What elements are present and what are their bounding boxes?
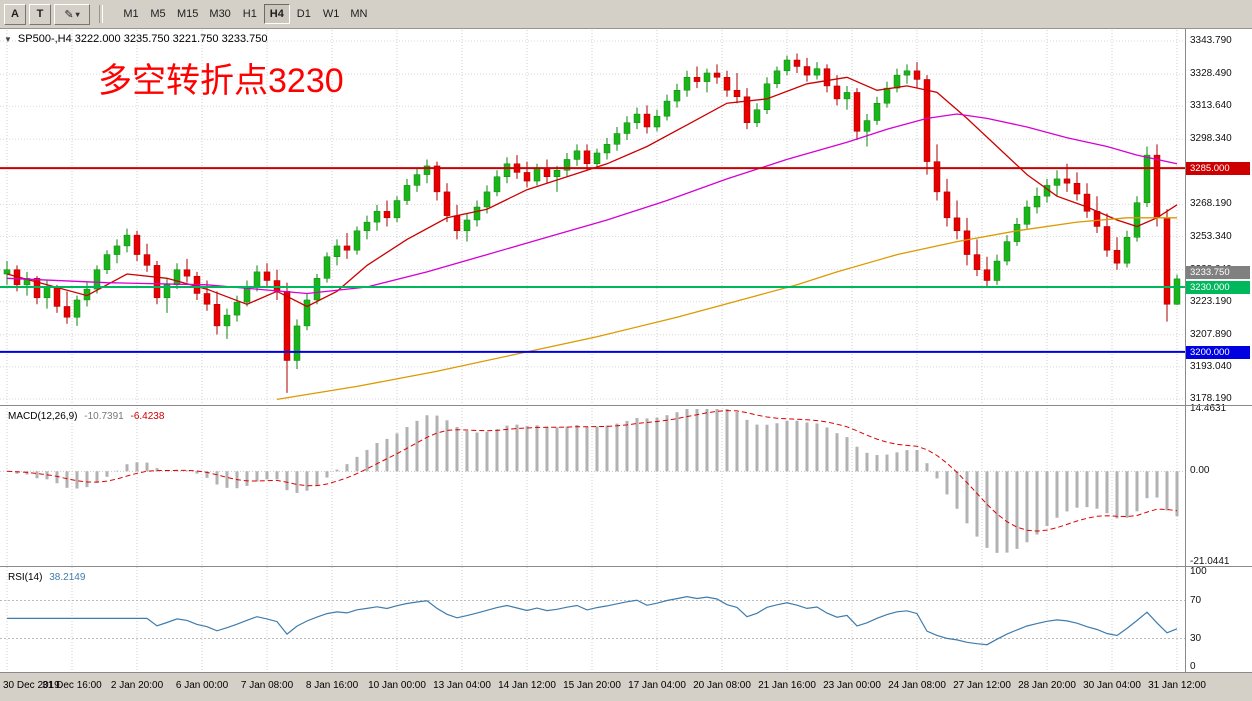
macd-axis-label: 0.00 bbox=[1190, 465, 1210, 477]
time-axis-label: 31 Jan 12:00 bbox=[1148, 680, 1206, 691]
time-axis-label: 23 Jan 00:00 bbox=[823, 680, 881, 691]
price-axis-label: 3328.490 bbox=[1190, 68, 1232, 80]
price-axis-label: 3268.190 bbox=[1190, 198, 1232, 210]
time-axis-label: 20 Jan 08:00 bbox=[693, 680, 751, 691]
rsi-panel-separator[interactable] bbox=[0, 566, 1252, 567]
time-axis-label: 14 Jan 12:00 bbox=[498, 680, 556, 691]
price-axis-label: 3193.040 bbox=[1190, 360, 1232, 372]
macd-signal-line bbox=[6, 410, 1178, 532]
symbol-ohlc-text: SP500-,H4 3222.000 3235.750 3221.750 323… bbox=[17, 33, 268, 45]
timeframe-button-m15[interactable]: M15 bbox=[172, 4, 203, 24]
time-axis-label: 15 Jan 20:00 bbox=[563, 680, 621, 691]
rsi-axis-label: 0 bbox=[1190, 661, 1196, 672]
timeframe-button-m5[interactable]: M5 bbox=[145, 4, 171, 24]
price-axis-label: 3253.340 bbox=[1190, 230, 1232, 242]
toolbar: A T ✎ ▾ M1 M5 M15 M30 H1 H4 D1 W1 MN bbox=[0, 0, 1252, 29]
time-axis-label: 6 Jan 00:00 bbox=[175, 680, 229, 691]
timeframe-button-w1[interactable]: W1 bbox=[318, 4, 345, 24]
hline-price-badge: 3200.000 bbox=[1186, 345, 1250, 359]
price-axis-label: 3223.190 bbox=[1190, 295, 1232, 307]
macd-axis-label: 14.4631 bbox=[1190, 403, 1227, 414]
rsi-value: 38.2149 bbox=[49, 572, 86, 583]
macd-signal-value: -6.4238 bbox=[130, 411, 165, 422]
macd-indicator-name: MACD(12,26,9) bbox=[8, 411, 78, 422]
time-axis-label: 24 Jan 08:00 bbox=[888, 680, 946, 691]
rsi-axis-label: 70 bbox=[1190, 594, 1202, 606]
symbol-info: ▼ SP500-,H4 3222.000 3235.750 3221.750 3… bbox=[4, 33, 267, 45]
price-axis-label: 3313.640 bbox=[1190, 100, 1232, 112]
collapse-arrow-icon[interactable]: ▼ bbox=[4, 34, 12, 44]
timeframe-button-d1[interactable]: D1 bbox=[291, 4, 317, 24]
time-axis-label: 2 Jan 20:00 bbox=[110, 680, 164, 691]
timeframe-button-m1[interactable]: M1 bbox=[118, 4, 144, 24]
macd-axis-label: -21.0441 bbox=[1190, 556, 1230, 567]
draw-tool-dropdown[interactable]: ✎ ▾ bbox=[54, 3, 90, 25]
price-axis-label: 3207.890 bbox=[1190, 328, 1232, 340]
time-axis-label: 28 Jan 20:00 bbox=[1018, 680, 1076, 691]
ma-fast-red-line bbox=[6, 76, 1178, 308]
time-axis-label: 31 Dec 16:00 bbox=[42, 680, 102, 691]
hline-price-badge: 3285.000 bbox=[1186, 162, 1250, 176]
price-axis-label: 3178.190 bbox=[1190, 393, 1232, 404]
price-axis-label: 3343.790 bbox=[1190, 35, 1232, 46]
timeframe-button-m30[interactable]: M30 bbox=[204, 4, 235, 24]
timeframe-group: M1 M5 M15 M30 H1 H4 D1 W1 MN bbox=[118, 4, 372, 24]
rsi-indicator-name: RSI(14) bbox=[8, 572, 43, 583]
time-axis-label: 30 Dec 2019 bbox=[3, 680, 60, 691]
time-axis-label: 17 Jan 04:00 bbox=[628, 680, 686, 691]
toolbar-separator bbox=[99, 5, 103, 23]
time-axis-label: 21 Jan 16:00 bbox=[758, 680, 816, 691]
timeframe-button-mn[interactable]: MN bbox=[345, 4, 372, 24]
grid-layer bbox=[0, 30, 1185, 671]
time-axis-label: 13 Jan 04:00 bbox=[433, 680, 491, 691]
current-price-badge: 3233.750 bbox=[1186, 265, 1250, 279]
macd-label: MACD(12,26,9) -10.7391 -6.4238 bbox=[8, 411, 164, 422]
time-axis-label: 10 Jan 00:00 bbox=[368, 680, 426, 691]
chevron-down-icon: ▾ bbox=[75, 9, 80, 19]
rsi-line bbox=[7, 595, 1178, 646]
timeframe-button-h1[interactable]: H1 bbox=[237, 4, 263, 24]
hline-price-badge: 3230.000 bbox=[1186, 280, 1250, 294]
toolbar-button-t[interactable]: T bbox=[29, 3, 51, 25]
candles-layer bbox=[3, 53, 1181, 393]
chart-annotation-text[interactable]: 多空转折点3230 bbox=[98, 62, 344, 100]
toolbar-button-a[interactable]: A bbox=[4, 3, 26, 25]
timeframe-button-h4[interactable]: H4 bbox=[263, 4, 290, 24]
ma-mid-magenta-line bbox=[6, 113, 1178, 295]
price-scale-separator bbox=[1185, 29, 1186, 672]
time-axis-label: 8 Jan 16:00 bbox=[305, 680, 359, 691]
macd-main-value: -10.7391 bbox=[84, 411, 124, 422]
rsi-label: RSI(14) 38.2149 bbox=[8, 572, 85, 583]
rsi-axis-label: 30 bbox=[1190, 632, 1202, 644]
ma-slow-orange-line bbox=[276, 217, 1177, 401]
macd-panel-separator[interactable] bbox=[0, 405, 1252, 406]
price-axis-label: 3298.340 bbox=[1190, 133, 1232, 145]
time-axis-label: 30 Jan 04:00 bbox=[1083, 680, 1141, 691]
time-axis[interactable]: 30 Dec 2019 31 Dec 16:00 2 Jan 20:00 6 Jan … bbox=[0, 672, 1252, 701]
rsi-axis-label: 100 bbox=[1190, 566, 1207, 577]
time-axis-label: 7 Jan 08:00 bbox=[240, 680, 294, 691]
pencil-icon: ✎ bbox=[64, 8, 74, 21]
time-axis-label: 27 Jan 12:00 bbox=[953, 680, 1011, 691]
